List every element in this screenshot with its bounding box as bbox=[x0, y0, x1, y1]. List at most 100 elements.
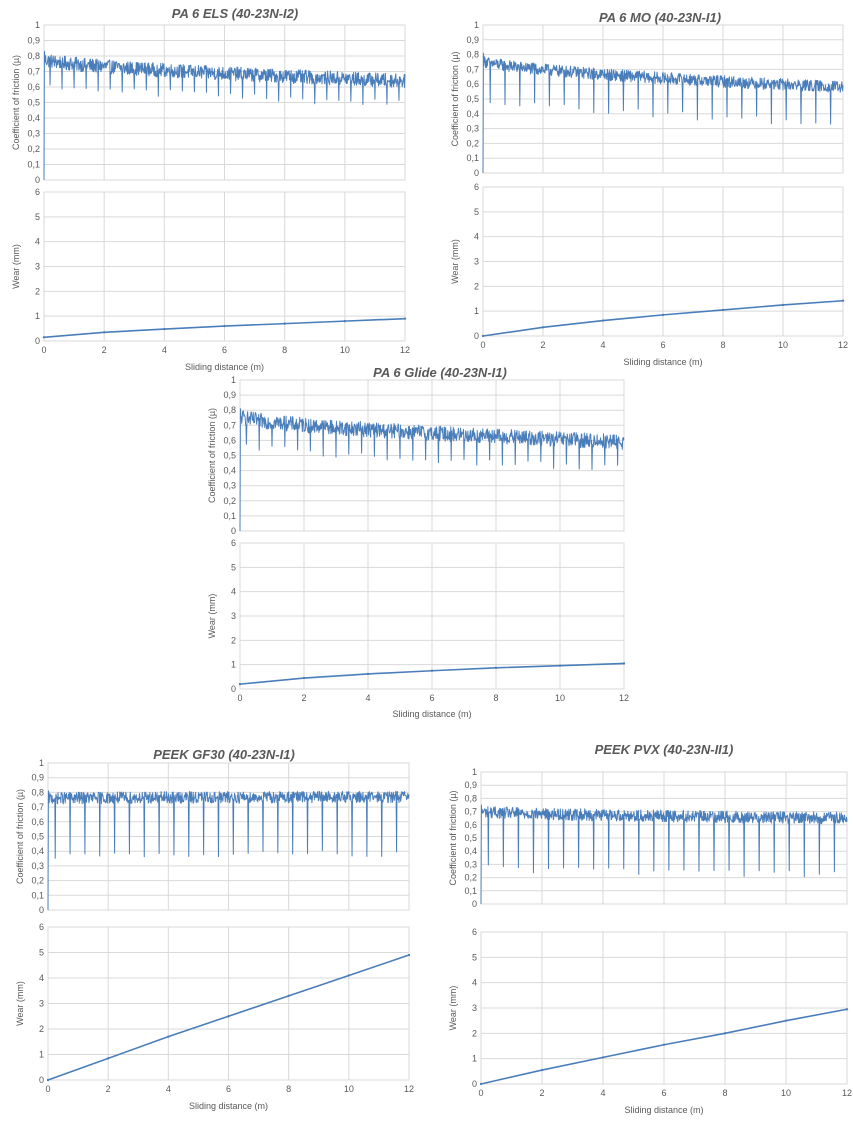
y-tick-label: 0,7 bbox=[223, 420, 236, 430]
y-tick-label: 0,9 bbox=[466, 35, 479, 45]
y-tick-label: 1 bbox=[39, 1050, 44, 1060]
y-tick-label: 0,9 bbox=[31, 773, 44, 783]
chart-title: PA 6 MO (40-23N-I1) bbox=[599, 10, 721, 25]
y-tick-label: 0,5 bbox=[464, 833, 477, 843]
y-tick-label: 0,9 bbox=[464, 780, 477, 790]
wear-plot-area bbox=[47, 926, 410, 1081]
x-tick-label: 4 bbox=[600, 340, 605, 350]
y-tick-label: 5 bbox=[474, 207, 479, 217]
y-tick-label: 1 bbox=[39, 758, 44, 768]
y-tick-label: 3 bbox=[472, 1003, 477, 1013]
x-tick-label: 6 bbox=[226, 1084, 231, 1094]
y-tick-label: 3 bbox=[474, 257, 479, 267]
wear-y-axis-label: Wear (mm) bbox=[11, 244, 21, 289]
y-tick-label: 0,5 bbox=[223, 451, 236, 461]
wear-point bbox=[781, 303, 785, 307]
wear-point bbox=[430, 669, 434, 672]
y-tick-label: 6 bbox=[39, 922, 44, 932]
y-tick-label: 1 bbox=[472, 767, 477, 777]
wear-point bbox=[601, 1056, 605, 1059]
x-tick-label: 0 bbox=[41, 345, 46, 355]
wear-point bbox=[723, 1032, 727, 1035]
y-tick-label: 0,8 bbox=[27, 51, 40, 61]
y-tick-label: 0,1 bbox=[464, 886, 477, 896]
wear-point bbox=[42, 336, 46, 339]
y-tick-label: 1 bbox=[231, 660, 236, 670]
wear-plot-area bbox=[482, 186, 844, 337]
x-tick-label: 12 bbox=[842, 1088, 852, 1098]
y-tick-label: 1 bbox=[35, 20, 40, 30]
x-tick-label: 8 bbox=[722, 1088, 727, 1098]
x-tick-label: 10 bbox=[555, 693, 565, 703]
chart-title: PEEK GF30 (40-23N-I1) bbox=[153, 747, 295, 762]
y-tick-label: 4 bbox=[231, 587, 236, 597]
y-tick-label: 6 bbox=[35, 187, 40, 197]
x-tick-label: 4 bbox=[600, 1088, 605, 1098]
y-tick-label: 0,7 bbox=[464, 807, 477, 817]
y-tick-label: 0,6 bbox=[466, 79, 479, 89]
y-tick-label: 0,7 bbox=[466, 64, 479, 74]
y-tick-label: 4 bbox=[35, 237, 40, 247]
x-tick-label: 6 bbox=[222, 345, 227, 355]
y-tick-label: 6 bbox=[231, 538, 236, 548]
y-tick-label: 0,9 bbox=[223, 390, 236, 400]
y-tick-label: 1 bbox=[474, 306, 479, 316]
wear-point bbox=[622, 662, 626, 665]
wear-point bbox=[347, 974, 351, 977]
wear-point bbox=[167, 1035, 170, 1038]
y-tick-label: 0 bbox=[472, 899, 477, 909]
cof-y-axis-label: Coefficient of friction (µ) bbox=[11, 55, 21, 150]
x-tick-label: 4 bbox=[365, 693, 370, 703]
y-tick-label: 0,4 bbox=[466, 109, 479, 119]
y-tick-label: 5 bbox=[231, 562, 236, 572]
y-tick-label: 1 bbox=[474, 20, 479, 30]
y-tick-label: 0 bbox=[472, 1079, 477, 1089]
cof-panel-3: 0 0,1 0,2 0,3 0,4 0,5 0,6 0,7 0,8 0,9 1 Coefficient… bbox=[207, 375, 625, 536]
wear-y-axis-label: Wear (mm) bbox=[15, 981, 25, 1026]
cof-panel-1: 0 0,1 0,2 0,3 0,4 0,5 0,6 0,7 0,8 0,9 1 Coefficient… bbox=[11, 20, 406, 185]
wear-point bbox=[721, 308, 725, 312]
y-tick-label: 0,1 bbox=[31, 890, 44, 900]
x-tick-label: 12 bbox=[619, 693, 629, 703]
x-tick-label: 4 bbox=[166, 1084, 171, 1094]
y-tick-label: 3 bbox=[35, 262, 40, 272]
x-tick-label: 2 bbox=[539, 1088, 544, 1098]
y-tick-label: 0,8 bbox=[31, 787, 44, 797]
y-tick-label: 4 bbox=[472, 978, 477, 988]
wear-y-axis-label: Wear (mm) bbox=[207, 594, 217, 639]
x-tick-label: 12 bbox=[404, 1084, 414, 1094]
x-tick-label: 10 bbox=[344, 1084, 354, 1094]
y-tick-label: 3 bbox=[39, 999, 44, 1009]
cof-y-axis-label: Coefficient of friction (µ) bbox=[207, 408, 217, 503]
y-tick-label: 0,3 bbox=[31, 861, 44, 871]
wear-y-axis-label: Wear (mm) bbox=[450, 239, 460, 284]
cof-series-line bbox=[239, 408, 625, 532]
x-tick-label: 0 bbox=[45, 1084, 50, 1094]
y-tick-label: 0,5 bbox=[27, 98, 40, 108]
wear-point bbox=[784, 1019, 788, 1022]
y-tick-label: 2 bbox=[35, 286, 40, 296]
wear-point bbox=[287, 994, 290, 998]
cof-series-line bbox=[43, 50, 406, 181]
wear-point bbox=[102, 331, 106, 334]
y-tick-label: 0,1 bbox=[223, 511, 236, 521]
y-tick-label: 0 bbox=[35, 175, 40, 185]
y-tick-label: 0,7 bbox=[27, 67, 40, 77]
wear-x-axis-label: Sliding distance (m) bbox=[624, 1105, 703, 1115]
x-tick-label: 12 bbox=[838, 340, 848, 350]
wear-x-axis-label: Sliding distance (m) bbox=[392, 709, 471, 719]
x-tick-label: 10 bbox=[340, 345, 350, 355]
y-tick-label: 2 bbox=[474, 281, 479, 291]
wear-point bbox=[46, 1078, 50, 1082]
wear-point bbox=[403, 317, 407, 320]
x-tick-label: 6 bbox=[661, 1088, 666, 1098]
wear-point bbox=[223, 324, 226, 328]
y-tick-label: 0,3 bbox=[223, 481, 236, 491]
y-tick-label: 1 bbox=[35, 311, 40, 321]
wear-y-axis-label: Wear (mm) bbox=[448, 986, 458, 1031]
wear-point bbox=[558, 664, 562, 667]
y-tick-label: 1 bbox=[472, 1054, 477, 1064]
